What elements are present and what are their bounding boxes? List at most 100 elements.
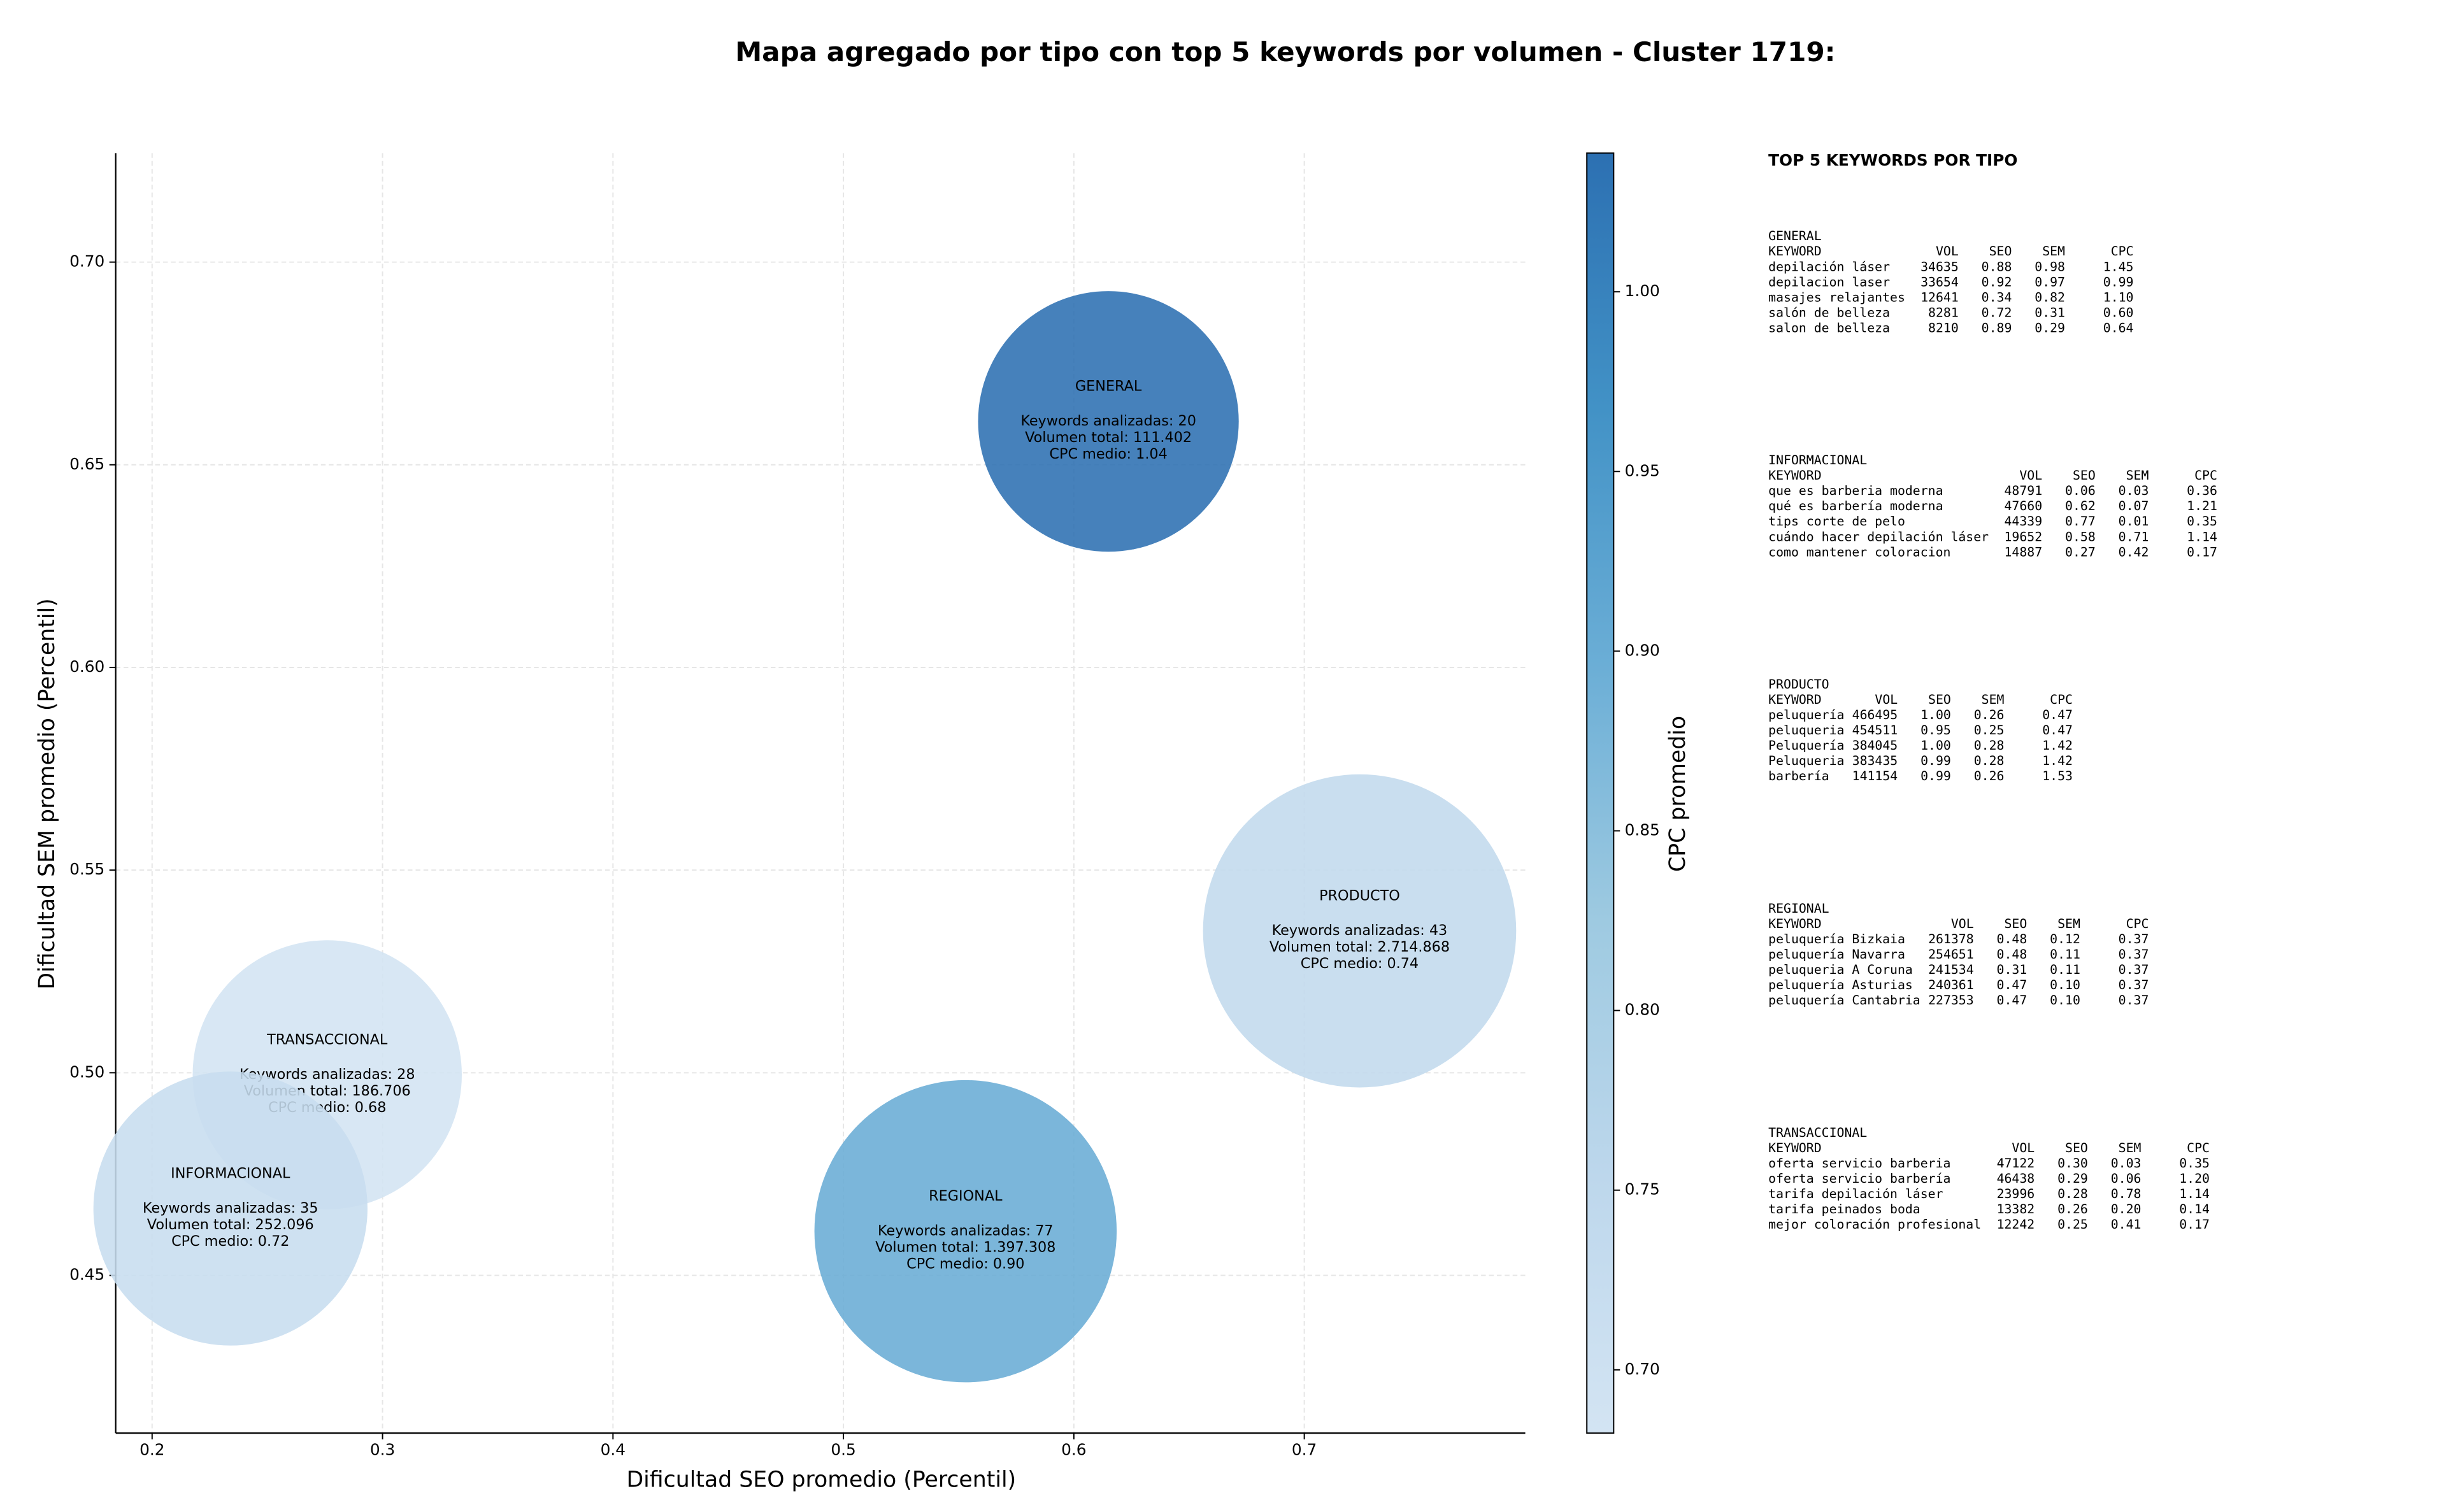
x-tick-label: 0.4: [601, 1440, 626, 1459]
column-header: CPC: [2050, 692, 2073, 707]
table-cell: oferta servicio barberia: [1768, 1156, 1950, 1171]
table-cell: salon de belleza: [1768, 320, 1890, 335]
x-tick-label: 0.3: [370, 1440, 395, 1459]
table-cell: como mantener coloracion: [1768, 545, 1950, 559]
table-cell: 240361: [1928, 978, 1974, 992]
y-tick-label: 0.60: [69, 657, 104, 676]
section-title: TRANSACCIONAL: [1768, 1125, 1867, 1140]
table-cell: 1.00: [1920, 738, 1951, 753]
table-cell: 0.41: [2111, 1217, 2142, 1232]
bubble: [978, 291, 1239, 552]
table-cell: 0.77: [2065, 514, 2096, 529]
table-cell: 0.26: [2057, 1202, 2088, 1216]
bubble-name: PRODUCTO: [1319, 888, 1400, 904]
table-cell: 1.00: [1920, 708, 1951, 722]
column-header: CPC: [2126, 916, 2149, 931]
table-cell: 0.25: [2057, 1217, 2088, 1232]
table-cell: 47122: [1997, 1156, 2035, 1171]
table-cell: 0.28: [1974, 753, 2005, 768]
colorbar-tick-label: 0.70: [1625, 1360, 1660, 1378]
table-cell: salón de belleza: [1768, 305, 1890, 320]
column-header: SEM: [2119, 1141, 2142, 1155]
y-tick-label: 0.65: [69, 455, 104, 473]
table-cell: 0.48: [1997, 947, 2028, 962]
table-cell: 0.17: [2179, 1217, 2210, 1232]
table-cell: 0.37: [2119, 978, 2149, 992]
table-cell: peluquería Asturias: [1768, 978, 1913, 992]
section-title: REGIONAL: [1768, 901, 1829, 916]
table-cell: 0.26: [1974, 708, 2005, 722]
table-cell: 466495: [1852, 708, 1898, 722]
table-cell: 19652: [2005, 529, 2043, 544]
table-cell: 0.37: [2119, 993, 2149, 1008]
section-title: GENERAL: [1768, 229, 1822, 243]
chart-title: Mapa agregado por tipo con top 5 keyword…: [735, 36, 1835, 68]
column-header: SEM: [2042, 244, 2065, 259]
table-cell: 254651: [1928, 947, 1974, 962]
table-cell: 0.07: [2119, 499, 2149, 513]
table-cell: 0.20: [2111, 1202, 2142, 1216]
column-header: KEYWORD: [1768, 692, 1821, 707]
table-cell: 0.30: [2057, 1156, 2088, 1171]
table-cell: peluqueria A Coruna: [1768, 962, 1913, 977]
column-header: VOL: [2012, 1141, 2035, 1155]
table-cell: 0.03: [2111, 1156, 2142, 1171]
bubble: [814, 1080, 1117, 1383]
table-cell: oferta servicio barbería: [1768, 1171, 1950, 1186]
table-cell: 454511: [1852, 723, 1898, 738]
table-cell: 0.12: [2050, 932, 2080, 946]
table-cell: tips corte de pelo: [1768, 514, 1905, 529]
table-cell: 0.48: [1997, 932, 2028, 946]
table-cell: peluqueria: [1768, 723, 1844, 738]
table-cell: 0.37: [2119, 932, 2149, 946]
table-cell: 0.89: [1982, 320, 2012, 335]
table-cell: cuándo hacer depilación láser: [1768, 529, 1989, 544]
table-cell: 44339: [2005, 514, 2043, 529]
table-cell: 0.58: [2065, 529, 2096, 544]
bubble-text: CPC medio: 1.04: [1049, 446, 1167, 462]
table-cell: 0.29: [2057, 1171, 2088, 1186]
column-header: CPC: [2111, 244, 2134, 259]
table-cell: 0.31: [1997, 962, 2028, 977]
x-tick-label: 0.5: [831, 1440, 855, 1459]
table-cell: 0.06: [2065, 483, 2096, 498]
section-title: PRODUCTO: [1768, 677, 1829, 692]
table-cell: Peluquería: [1768, 738, 1844, 753]
bubble-text: CPC medio: 0.90: [906, 1256, 1024, 1273]
table-cell: 47660: [2005, 499, 2043, 513]
y-tick-label: 0.50: [69, 1062, 104, 1081]
table-cell: 0.78: [2111, 1187, 2142, 1201]
column-header: SEM: [2057, 916, 2080, 931]
table-cell: 0.34: [1982, 290, 2012, 304]
table-cell: depilacion laser: [1768, 275, 1890, 289]
x-tick-label: 0.7: [1292, 1440, 1317, 1459]
table-cell: 0.82: [2035, 290, 2065, 304]
table-cell: 13382: [1997, 1202, 2035, 1216]
bubble-text: Keywords analizadas: 35: [143, 1200, 318, 1216]
table-cell: 261378: [1928, 932, 1974, 946]
x-axis-label: Dificultad SEO promedio (Percentil): [626, 1467, 1016, 1492]
table-cell: peluquería Cantabria: [1768, 993, 1920, 1008]
table-cell: 0.71: [2119, 529, 2149, 544]
table-cell: 0.64: [2103, 320, 2134, 335]
colorbar-tick-label: 0.85: [1625, 820, 1660, 839]
table-cell: 384045: [1852, 738, 1898, 753]
table-cell: 0.01: [2119, 514, 2149, 529]
table-cell: peluquería: [1768, 708, 1844, 722]
table-cell: masajes relajantes: [1768, 290, 1905, 304]
bubble-text: Keywords analizadas: 43: [1272, 922, 1448, 939]
table-cell: 241534: [1928, 962, 1974, 977]
bubble-text: Volumen total: 111.402: [1025, 429, 1192, 446]
panel-title: TOP 5 KEYWORDS POR TIPO: [1768, 151, 2017, 169]
column-header: KEYWORD: [1768, 244, 1821, 259]
table-cell: 48791: [2005, 483, 2043, 498]
table-cell: 0.14: [2179, 1202, 2210, 1216]
table-cell: 0.47: [2042, 723, 2073, 738]
table-cell: 0.29: [2035, 320, 2065, 335]
table-cell: 383435: [1852, 753, 1898, 768]
table-cell: 0.26: [1974, 769, 2005, 783]
table-cell: 1.14: [2187, 529, 2217, 544]
bubble-text: Volumen total: 1.397.308: [875, 1239, 1055, 1256]
table-cell: 1.20: [2179, 1171, 2210, 1186]
table-cell: 0.36: [2187, 483, 2217, 498]
